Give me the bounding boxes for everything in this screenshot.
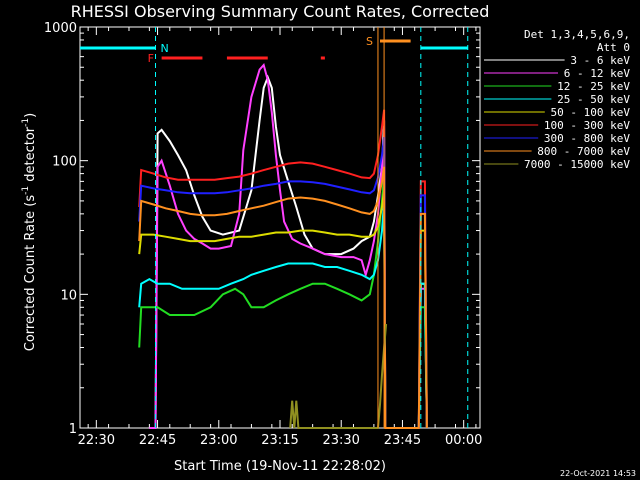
legend-entry: 800 - 7000 keV [537,145,630,158]
x-tick-label: 22:45 [139,433,176,448]
legend-entry: 50 - 100 keV [551,106,631,119]
y-tick-label: 1000 [44,21,77,36]
y-label-sup1: -1 [21,186,31,195]
flare-label: F [148,52,154,65]
y-label-mid: detector [23,126,38,186]
y-tick-label: 10 [60,288,77,303]
y-tick-label: 100 [52,155,77,170]
night-label: N [161,42,169,55]
legend-header-2: Att 0 [597,41,630,54]
legend-entry: 25 - 50 keV [557,93,630,106]
legend-entry: 6 - 12 keV [564,67,631,80]
legend-entry: 7000 - 15000 keV [524,158,630,171]
y-label-main: Corrected Count Rate (s [23,195,38,352]
x-tick-label: 23:45 [384,433,421,448]
legend-entry: 300 - 800 keV [544,132,630,145]
legend-entry: 100 - 300 keV [544,119,630,132]
series-lines [138,62,428,429]
x-tick-label: 22:30 [78,433,115,448]
x-tick-label: 23:15 [261,433,298,448]
legend-header-1: Det 1,3,4,5,6,9, [524,28,630,41]
legend-entry: 12 - 25 keV [557,80,630,93]
series-line [289,323,388,429]
y-tick-label: 1 [69,422,77,437]
y-label-sup2: -1 [21,118,31,127]
x-axis-label: Start Time (19-Nov-11 22:28:02) [174,459,386,474]
y-label-end: ) [23,113,38,118]
x-tick-label: 23:00 [200,433,237,448]
legend-entry: 3 - 6 keV [570,54,630,67]
x-tick-label: 00:00 [445,433,482,448]
annotation-bars: FN S [80,27,469,428]
saa-label: S [366,35,373,48]
chart-title: RHESSI Observing Summary Count Rates, Co… [71,2,490,21]
footer-date: 22-Oct-2021 14:53 [560,469,636,478]
x-tick-label: 23:30 [322,433,359,448]
y-axis-label: Corrected Count Rate (s-1 detector-1) [21,113,38,351]
